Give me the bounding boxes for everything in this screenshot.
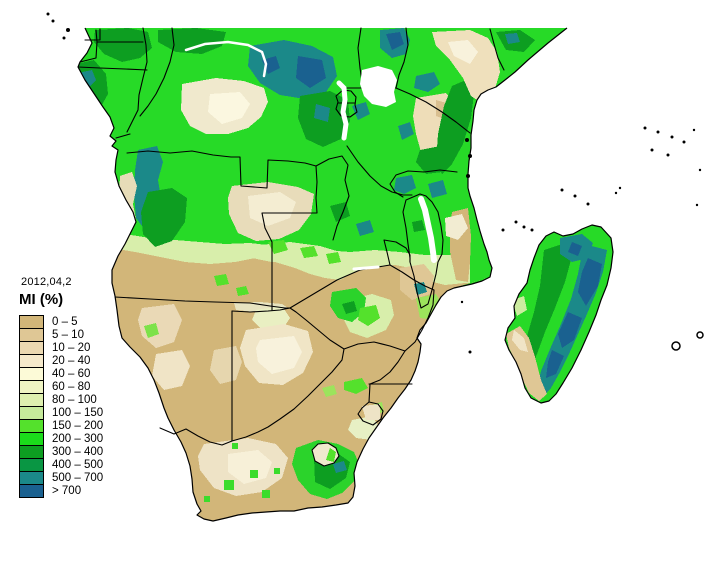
legend-class-label: 0 – 5 [52, 316, 78, 328]
legend-swatch [19, 445, 44, 459]
legend-row: 200 – 300 [19, 432, 103, 446]
legend-row: 400 – 500 [19, 458, 103, 472]
legend-row: 0 – 5 [19, 315, 103, 329]
small-islands [46, 12, 704, 354]
legend-class-label: 400 – 500 [52, 459, 104, 471]
lake-victoria [360, 66, 397, 107]
legend-class-label: 60 – 80 [52, 381, 91, 393]
legend-title: MI (%) [19, 291, 64, 308]
reunion-island [671, 341, 681, 351]
legend-class-label: 150 – 200 [52, 420, 104, 432]
legend-class-label: 10 – 20 [52, 342, 91, 354]
legend-row: 10 – 20 [19, 341, 103, 355]
legend-class-label: 40 – 60 [52, 368, 91, 380]
legend-swatch [19, 458, 44, 472]
congo-river [184, 40, 268, 78]
legend-swatch [19, 471, 44, 485]
mainland-coastline [77, 27, 568, 522]
legend-swatch [19, 406, 44, 420]
legend-row: 300 – 400 [19, 445, 103, 459]
legend-row: 40 – 60 [19, 367, 103, 381]
legend-row: 80 – 100 [19, 393, 103, 407]
legend-swatch [19, 328, 44, 342]
legend-date: 2012,04,2 [21, 276, 72, 288]
country-borders [77, 27, 505, 467]
lakes-and-rivers [184, 40, 437, 271]
legend-class-label: 500 – 700 [52, 472, 104, 484]
mauritius-island [696, 331, 704, 339]
legend-swatch [19, 354, 44, 368]
legend-swatch [19, 393, 44, 407]
legend-class-label: 5 – 10 [52, 329, 84, 341]
madagascar-coastline [504, 224, 614, 404]
legend-swatch [19, 367, 44, 381]
legend-row: 150 – 200 [19, 419, 103, 433]
legend-swatch [19, 315, 44, 329]
legend-swatch [19, 484, 44, 498]
legend-class-label: 200 – 300 [52, 433, 104, 445]
legend-row: > 700 [19, 484, 103, 498]
legend-class-label: 20 – 40 [52, 355, 91, 367]
legend-row: 500 – 700 [19, 471, 103, 485]
legend-row: 5 – 10 [19, 328, 103, 342]
legend-row: 20 – 40 [19, 354, 103, 368]
legend-row: 100 – 150 [19, 406, 103, 420]
lake-tanganyika [336, 80, 349, 141]
legend-class-label: > 700 [52, 485, 82, 497]
legend-class-label: 300 – 400 [52, 446, 104, 458]
lake-malawi [418, 196, 437, 263]
legend-swatch [19, 432, 44, 446]
legend-swatch [19, 341, 44, 355]
legend-swatch [19, 380, 44, 394]
legend-class-label: 80 – 100 [52, 394, 97, 406]
lake-kariba [352, 265, 380, 271]
legend-class-label: 100 – 150 [52, 407, 104, 419]
legend-row: 60 – 80 [19, 380, 103, 394]
legend-swatch [19, 419, 44, 433]
